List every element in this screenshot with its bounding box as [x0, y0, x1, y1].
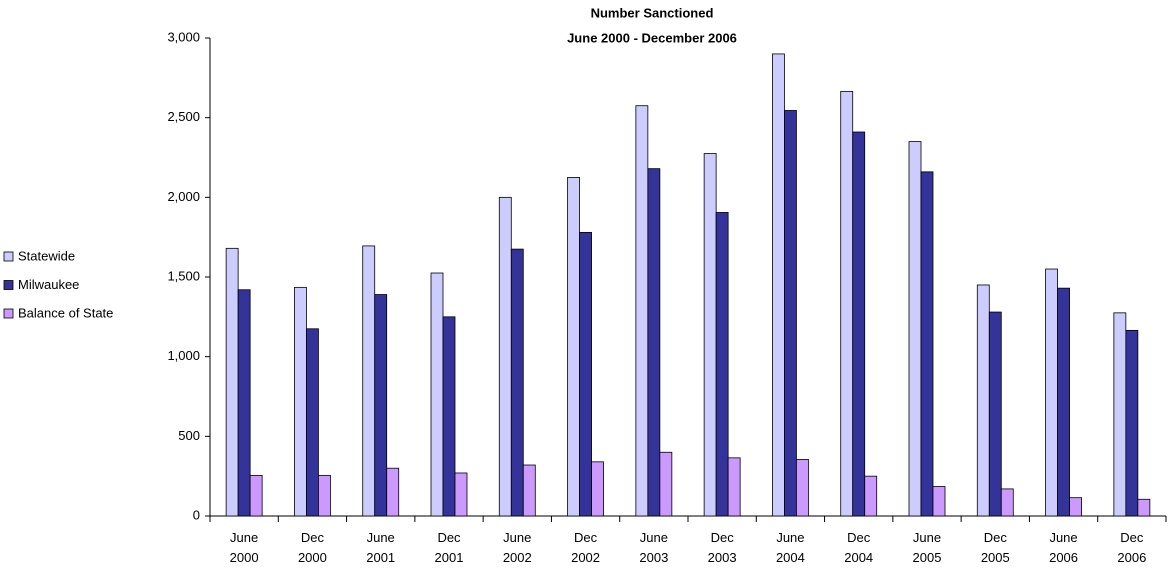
bar: [430, 272, 444, 517]
bar: [498, 196, 512, 517]
bar: [1113, 312, 1127, 517]
x-tick-label: Dec 2004: [844, 530, 874, 565]
y-tick-label: 1,000: [167, 348, 200, 363]
bar: [703, 153, 717, 517]
y-tick-label: 1,500: [167, 268, 200, 283]
bar: [1045, 268, 1058, 517]
x-tick-label: Dec 2000: [297, 530, 327, 565]
bar: [1137, 498, 1151, 517]
bar: [579, 231, 592, 517]
bar: [976, 284, 990, 517]
chart-title: Number Sanctioned: [591, 5, 714, 20]
y-tick-label: 3,000: [167, 29, 200, 44]
legend-label: Balance of State: [18, 305, 113, 320]
bar: [1057, 287, 1070, 517]
legend-swatch: [3, 308, 14, 319]
bar: [840, 90, 854, 517]
x-tick-label: June 2005: [912, 530, 942, 565]
bar: [362, 245, 376, 517]
bar: [306, 328, 319, 517]
x-tick-label: June 2002: [502, 530, 532, 565]
bar: [1069, 497, 1082, 517]
bar: [772, 53, 785, 517]
bar: [647, 168, 661, 517]
legend-label: Milwaukee: [18, 277, 79, 292]
bar: [225, 247, 239, 517]
bar: [237, 289, 251, 517]
chart-subtitle: June 2000 - December 2006: [567, 30, 737, 45]
bar: [510, 248, 524, 517]
x-tick-label: June 2003: [639, 530, 669, 565]
bar: [249, 474, 263, 517]
bar: [659, 451, 673, 517]
bar: [1125, 329, 1139, 517]
bar: [715, 212, 729, 517]
x-tick-label: June 2004: [775, 530, 805, 565]
legend-label: Statewide: [18, 248, 75, 263]
legend-box: [0, 243, 160, 323]
bar: [932, 486, 946, 517]
bar: [454, 472, 468, 517]
bar: [1000, 488, 1014, 517]
x-tick-label: Dec 2005: [980, 530, 1010, 565]
x-tick-label: Dec 2003: [707, 530, 737, 565]
x-tick-label: Dec 2001: [434, 530, 464, 565]
legend-swatch: [3, 251, 14, 262]
bar: [442, 316, 456, 517]
y-tick-label: 0: [193, 507, 200, 522]
bar: [796, 459, 809, 517]
bar: [727, 457, 741, 517]
bar: [635, 105, 649, 517]
bar: [591, 461, 604, 517]
bar: [784, 110, 797, 517]
x-tick-label: Dec 2006: [1117, 530, 1147, 565]
bar: [864, 475, 878, 517]
bar: [522, 464, 536, 517]
y-tick-label: 2,000: [167, 189, 200, 204]
y-tick-label: 500: [178, 428, 200, 443]
bar: [920, 171, 934, 517]
bar: [386, 467, 400, 517]
legend-swatch: [3, 280, 14, 290]
y-tick-label: 2,500: [167, 109, 200, 124]
bar: [318, 474, 331, 517]
bar: [852, 131, 866, 517]
x-tick-label: June 2006: [1049, 530, 1079, 565]
bar: [294, 286, 307, 517]
bar: [988, 311, 1002, 517]
bar: [567, 177, 580, 517]
x-tick-label: June 2001: [366, 530, 396, 565]
bar: [374, 294, 388, 517]
x-tick-label: Dec 2002: [571, 530, 601, 565]
x-tick-label: June 2000: [229, 530, 259, 565]
bar: [908, 141, 922, 517]
